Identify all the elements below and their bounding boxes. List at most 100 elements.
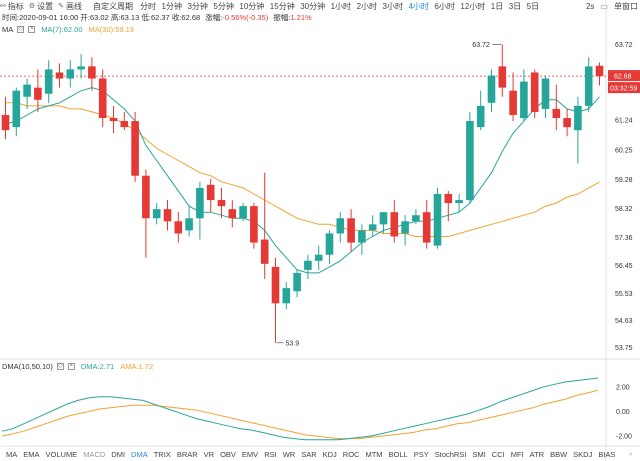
price-tick: 55.53 <box>615 291 633 298</box>
custom-period-button[interactable]: 自定义周期 <box>93 1 134 11</box>
candle-body <box>358 230 366 243</box>
indicator-tab[interactable]: SKDJ <box>573 449 593 459</box>
period-tab[interactable]: 4小时 <box>408 1 429 11</box>
period-tab[interactable]: 3小时 <box>382 1 403 11</box>
indicator-tab[interactable]: MA <box>6 449 18 459</box>
candle-body <box>55 72 64 79</box>
chevron-right-icon[interactable]: › <box>629 449 632 458</box>
dma-line <box>1 377 599 441</box>
candle-body <box>379 212 388 225</box>
indicator-tab[interactable]: MACD <box>83 449 106 459</box>
candle-body <box>185 218 193 231</box>
timezone-toggle[interactable]: 2s <box>585 1 595 11</box>
candle-body <box>66 69 75 79</box>
candle-body <box>1 114 10 131</box>
period-tab[interactable]: 5日 <box>526 1 540 11</box>
period-tab[interactable]: 5分钟 <box>213 1 234 11</box>
indicator-tab[interactable]: RSI <box>264 449 277 459</box>
draw-menu[interactable]: ✎ 画线 <box>58 1 83 11</box>
low-label: 53.9 <box>286 340 300 347</box>
indicator-tab[interactable]: DMA <box>131 449 148 459</box>
indicator-tab[interactable]: BRAR <box>176 449 198 459</box>
indicator-tab[interactable]: WR <box>282 449 296 459</box>
indicator-tab[interactable]: EMA <box>23 449 40 459</box>
indicator-tab[interactable]: VR <box>203 449 215 459</box>
pen-icon: ✎ <box>58 3 65 10</box>
indicator-tab[interactable]: SMI <box>472 449 486 459</box>
indicator-tab[interactable]: StochRSI <box>434 449 467 459</box>
price-tick: 59.28 <box>615 177 633 184</box>
period-tab[interactable]: 3分钟 <box>187 1 208 11</box>
candle-body <box>34 87 42 100</box>
candle-body <box>520 81 528 119</box>
candle-body <box>250 206 258 243</box>
candle-body <box>368 224 377 231</box>
indicator-tab[interactable]: BIAS <box>598 449 616 459</box>
settings-menu[interactable]: ⚙ 设置 <box>28 1 54 11</box>
dma-tick: -2.00 <box>616 434 632 441</box>
single-window-button[interactable]: 单窗口 <box>614 1 638 11</box>
close-icon[interactable]: × <box>67 363 75 370</box>
candle-body <box>530 72 539 112</box>
candle-body <box>131 121 139 176</box>
period-tab[interactable]: 1分钟 <box>161 1 182 11</box>
candle-body <box>304 260 312 270</box>
indicator-tab[interactable]: KDJ <box>322 449 337 459</box>
toolbar-right: 2s ▭ 单窗口 <box>580 0 638 12</box>
indicator-tab[interactable]: SAR <box>301 449 317 459</box>
candle-body <box>595 65 604 77</box>
candle-body <box>541 78 550 109</box>
period-tab[interactable]: 1日 <box>490 1 504 11</box>
period-tab[interactable]: 分时 <box>140 1 157 11</box>
current-price-label: 62.68 <box>614 74 632 81</box>
indicator-tab[interactable]: OBV <box>220 449 236 459</box>
indicator-tab[interactable]: BBW <box>550 449 568 459</box>
indicator-tab[interactable]: ROC <box>342 449 360 459</box>
candle-body <box>217 200 226 207</box>
period-tab[interactable]: 6小时 <box>434 1 455 11</box>
indicator-tab[interactable]: EMV <box>241 449 259 459</box>
period-tab[interactable]: 15分钟 <box>269 1 295 11</box>
period-tab[interactable]: 2小时 <box>356 1 378 11</box>
candle-body <box>390 212 399 237</box>
candle-body <box>574 105 582 131</box>
candle-body <box>487 75 496 103</box>
window-icon[interactable]: ▭ <box>600 1 608 11</box>
settings-icon[interactable]: ◇ <box>56 363 64 370</box>
indicator-tab[interactable]: PSY <box>413 449 429 459</box>
candle-body <box>401 221 409 234</box>
candle-body <box>152 209 161 219</box>
period-tab[interactable]: 1小时 <box>330 1 352 11</box>
indicator-tab[interactable]: CCI <box>491 449 505 459</box>
candle-body <box>412 215 420 222</box>
candle-body <box>271 266 280 304</box>
period-tabs: 分时 1分钟 3分钟 5分钟 10分钟 15分钟 30分钟 1小时 2小时 3小时 4小时 6小时 12… <box>140 1 545 12</box>
ma-legend: MA ◇ × MA(7):62.00 MA(30):59.19 <box>2 25 134 34</box>
period-tab[interactable]: 3日 <box>508 1 522 11</box>
price-tick: 61.24 <box>615 117 633 124</box>
candle-body <box>163 209 172 222</box>
candle-body <box>77 66 85 70</box>
indicator-tab[interactable]: ATR <box>529 449 545 459</box>
indicator-tab[interactable]: VOLUME <box>45 449 78 459</box>
candle-body <box>325 233 334 255</box>
candle-body <box>336 218 345 234</box>
indicator-tab[interactable]: BOLL <box>388 449 408 459</box>
period-tab[interactable]: 30分钟 <box>300 1 326 11</box>
candle-body <box>23 84 31 97</box>
indicator-tab[interactable]: DMI <box>111 449 126 459</box>
indicator-tab[interactable]: TRIX <box>153 449 171 459</box>
close-icon[interactable]: × <box>28 26 36 33</box>
candle-body <box>422 212 431 243</box>
candle-body <box>509 90 517 115</box>
period-tab[interactable]: 10分钟 <box>239 1 265 11</box>
price-tick: 60.25 <box>615 147 633 154</box>
indicator-menu[interactable]: ⚯ 指标 <box>0 1 24 11</box>
indicator-tab[interactable]: MFI <box>510 449 524 459</box>
candle-body <box>466 121 474 201</box>
indicator-tab[interactable]: MTM <box>365 449 383 459</box>
high-label: 63.72 <box>472 42 490 49</box>
settings-icon[interactable]: ◇ <box>17 26 25 33</box>
period-tab[interactable]: 12小时 <box>460 1 486 11</box>
